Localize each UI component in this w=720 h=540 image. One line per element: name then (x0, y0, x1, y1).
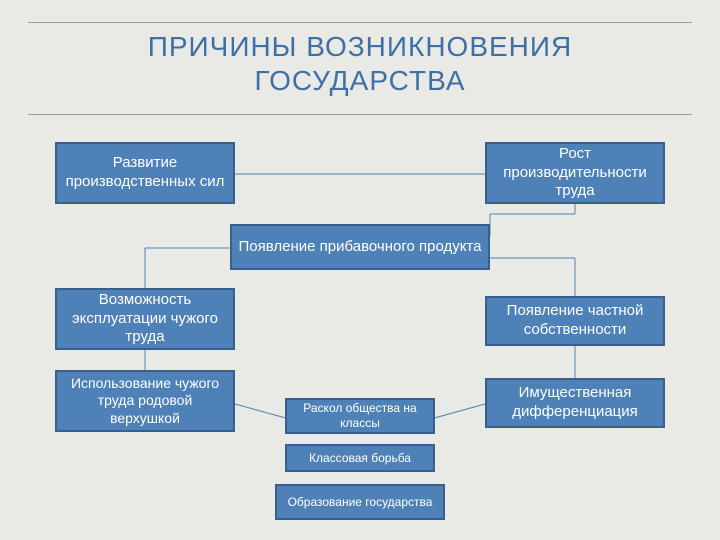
flowchart-node-n10: Образование государства (275, 484, 445, 520)
flowchart-node-n4: Возможность эксплуатации чужого труда (55, 288, 235, 350)
flowchart-node-n5: Появление частной собственности (485, 296, 665, 346)
flowchart-node-n9: Классовая борьба (285, 444, 435, 472)
flowchart-node-n6: Использование чужого труда родовой верху… (55, 370, 235, 432)
flowchart-node-n3: Появление прибавочного продукта (230, 224, 490, 270)
page-title: ПРИЧИНЫ ВОЗНИКНОВЕНИЯ ГОСУДАРСТВА (60, 30, 660, 110)
flowchart-node-n8: Раскол общества на классы (285, 398, 435, 434)
flowchart-node-n1: Развитие производственных сил (55, 142, 235, 204)
flowchart-node-n2: Рост производительности труда (485, 142, 665, 204)
flowchart-node-n7: Имущественная дифференциация (485, 378, 665, 428)
